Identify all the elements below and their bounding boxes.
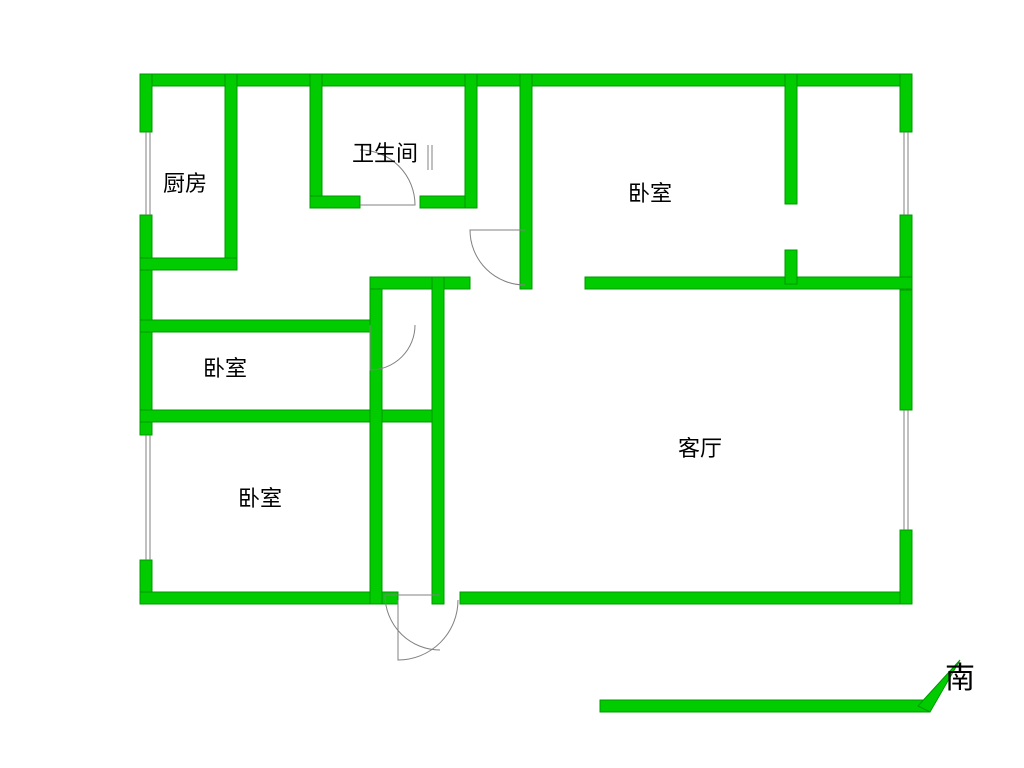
label-bedroom-mid: 卧室 xyxy=(203,356,247,381)
compass-arrow xyxy=(600,660,960,712)
label-bathroom: 卫生间 xyxy=(352,141,418,166)
label-compass: 南 xyxy=(945,662,975,695)
label-living-room: 客厅 xyxy=(678,436,722,461)
label-bedroom-top: 卧室 xyxy=(628,181,672,206)
floor-plan-svg: 厨房 卫生间 卧室 卧室 卧室 客厅 南 xyxy=(0,0,1024,768)
walls-layer xyxy=(140,74,912,604)
label-bedroom-bottom: 卧室 xyxy=(238,486,282,511)
label-kitchen: 厨房 xyxy=(163,171,207,196)
